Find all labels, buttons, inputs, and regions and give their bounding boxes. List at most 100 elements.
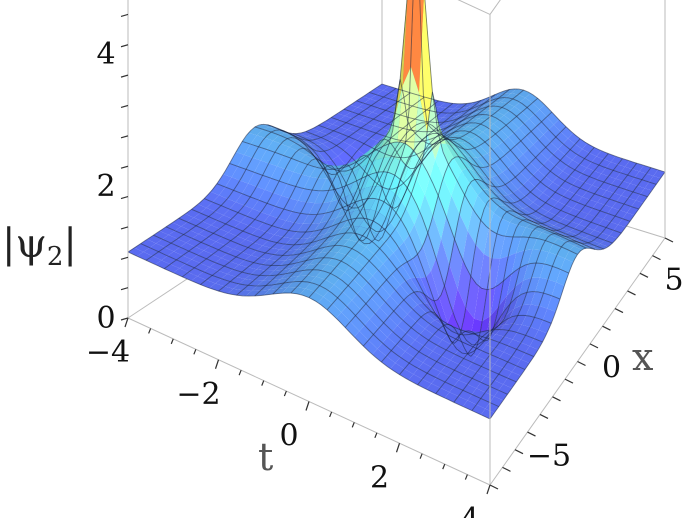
surface-patch <box>448 108 462 114</box>
surface-patch <box>291 231 306 239</box>
surface-patch <box>306 190 321 204</box>
surface-patch <box>456 171 470 195</box>
surface-patch <box>533 226 547 233</box>
surface-patch <box>454 214 468 260</box>
surface-patch <box>326 168 341 179</box>
surface-patch <box>526 304 539 318</box>
surface-patch <box>293 133 308 137</box>
surface-patch <box>287 171 302 187</box>
surface-patch <box>373 328 388 343</box>
surface-patch <box>449 130 463 137</box>
surface-patch <box>396 339 411 352</box>
z-tick <box>120 74 129 78</box>
surface-patch <box>300 136 315 141</box>
surface-patch <box>383 141 398 158</box>
surface-patch <box>451 339 465 349</box>
surface-patch <box>379 301 394 317</box>
surface-patch <box>456 142 470 150</box>
surface-patch <box>474 286 488 322</box>
surface-patch <box>279 259 295 266</box>
surface-patch <box>307 269 322 277</box>
surface-patch <box>339 272 354 286</box>
surface-patch <box>500 236 513 259</box>
surface-patch <box>332 297 347 313</box>
surface-patch <box>350 315 365 332</box>
surface-patch <box>351 294 366 310</box>
surface-patch <box>535 277 548 294</box>
surface-patch <box>533 139 546 153</box>
surface-patch <box>302 139 317 145</box>
surface-patch <box>471 103 485 112</box>
x-tick <box>602 325 611 331</box>
surface-patch <box>478 114 492 120</box>
surface-patch <box>328 207 343 221</box>
surface-patch <box>242 183 257 197</box>
x-tick-label: 0 <box>602 351 621 386</box>
x-tick <box>614 308 624 314</box>
surface-patch <box>491 93 504 101</box>
surface-patch <box>256 264 272 271</box>
z-tick <box>120 104 129 109</box>
surface-patch <box>365 297 380 314</box>
surface-patch <box>493 97 506 103</box>
t-tick <box>305 401 310 411</box>
mesh-line-x <box>356 100 648 198</box>
surface-patch <box>316 226 332 237</box>
surface-patch <box>311 213 326 224</box>
t-tick <box>329 411 333 418</box>
surface-patch <box>489 162 503 176</box>
surface-patch <box>465 118 479 124</box>
surface-patch <box>328 284 343 298</box>
surface-patch <box>641 173 654 182</box>
surface-patch <box>403 295 418 309</box>
surface-patch <box>482 94 496 103</box>
surface-patch <box>461 141 475 150</box>
surface-patch <box>273 181 288 196</box>
surface-patch <box>603 153 616 162</box>
surface-patch <box>500 154 513 169</box>
surface-patch <box>225 177 240 191</box>
surface-patch <box>287 137 302 144</box>
surface-patch <box>271 129 286 136</box>
surface-patch <box>474 179 488 190</box>
surface-patch <box>522 219 536 224</box>
t-tick <box>148 328 152 334</box>
surface-patch <box>542 159 556 172</box>
surface-patch <box>262 240 278 248</box>
surface-patch <box>308 229 323 239</box>
surface-patch <box>461 102 474 109</box>
surface-patch <box>269 283 284 290</box>
surface-patch <box>540 176 553 188</box>
surface-patch <box>364 319 379 335</box>
surface-patch <box>348 209 362 221</box>
surface-patch <box>467 394 481 405</box>
z-tick <box>120 135 129 139</box>
surface-patch <box>511 116 524 128</box>
surface-patch <box>331 214 346 227</box>
surface-patch <box>415 334 429 346</box>
surface-patch <box>453 396 468 407</box>
surface-patch <box>406 327 420 341</box>
surface-patch <box>368 334 383 349</box>
surface-patch <box>485 138 498 150</box>
surface-patch <box>375 143 390 161</box>
surface-patch <box>251 285 266 291</box>
surface-patch <box>413 92 428 163</box>
surface-patch <box>264 178 280 193</box>
surface-patch <box>289 186 304 201</box>
surface-patch <box>462 104 476 112</box>
surface-patch <box>476 156 490 168</box>
surface-patch <box>490 185 503 196</box>
surface-patch <box>512 159 526 173</box>
box-edge <box>457 0 491 15</box>
surface-patch <box>480 392 495 403</box>
surface-patch <box>378 322 393 338</box>
surface-patch <box>451 114 465 121</box>
surface-patch <box>479 254 492 290</box>
surface-patch <box>355 309 370 326</box>
surface-patch <box>466 155 480 168</box>
surface-patch <box>256 129 272 138</box>
surface-patch <box>354 226 368 236</box>
t-tick-label: 2 <box>370 460 389 495</box>
